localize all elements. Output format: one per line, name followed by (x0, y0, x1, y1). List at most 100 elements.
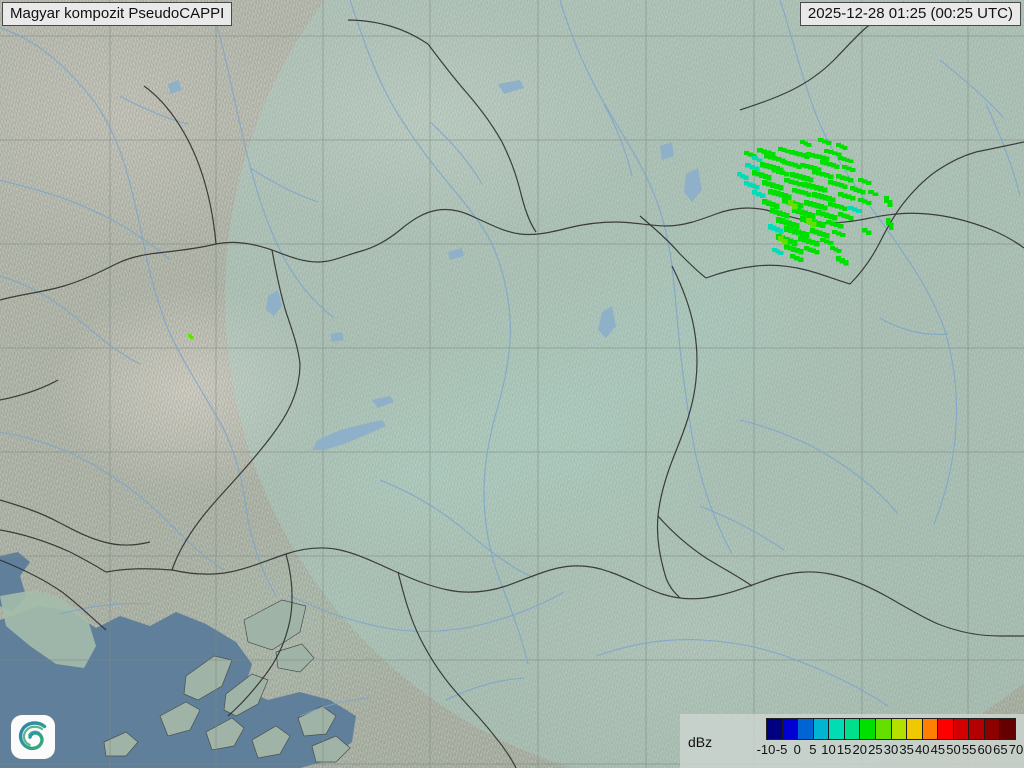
product-title-label: Magyar kompozit PseudoCAPPI (2, 2, 233, 26)
radar-echo-cell (792, 180, 799, 186)
radar-echo-cell (843, 260, 849, 266)
radar-echo-cell (788, 200, 794, 206)
radar-echo-cell (824, 212, 830, 218)
radar-echo-cell (862, 228, 868, 233)
radar-echo-cell (785, 149, 790, 153)
radar-echo-cell (778, 251, 784, 255)
dbz-swatch-11 (938, 719, 954, 739)
radar-echo-cell (756, 191, 762, 197)
radar-echo-cell (756, 158, 763, 162)
radar-echo-cell (820, 231, 826, 238)
radar-echo-cell (747, 152, 753, 157)
radar-echo-cell (802, 182, 808, 188)
radar-echo-cell (820, 172, 826, 177)
radar-echo-cell (768, 224, 773, 230)
radar-echo-cell (834, 164, 840, 169)
radar-echo-cell (866, 230, 872, 236)
radar-echo-cell (846, 194, 852, 200)
radar-echo-cell (794, 247, 800, 254)
radar-echo-cell (757, 148, 763, 153)
radar-echo-cell (806, 152, 812, 157)
radar-echo-cell (858, 178, 864, 182)
dbz-tick-labels: -10 -5 0 5 10 15 20 25 30 35 40 45 50 55 60 65 70 (757, 742, 1024, 762)
radar-echo-cell (862, 179, 868, 184)
radar-echo-cell (803, 210, 809, 217)
radar-echo-cell (771, 190, 777, 196)
radar-echo-cell (810, 213, 816, 219)
radar-echo-cell (828, 213, 834, 220)
radar-echo-cell (775, 191, 781, 197)
radar-echo-cell (772, 168, 778, 173)
radar-echo-cell (824, 149, 830, 153)
radar-echo-cell (845, 214, 850, 220)
dbz-color-bar (766, 718, 1016, 740)
adriatic-islands (103, 599, 351, 763)
radar-echo-cell (836, 152, 842, 157)
radar-echo-cell (771, 165, 777, 171)
radar-echo-cell (766, 200, 772, 206)
dbz-tick-55: 55 (961, 742, 977, 757)
radar-echo-cell (816, 171, 822, 176)
radar-echo-cell (792, 239, 798, 246)
dbz-swatch-3 (813, 719, 830, 739)
radar-echo-cell (830, 197, 836, 203)
dbz-swatch-9 (907, 719, 923, 739)
radar-echo-cell (836, 249, 842, 253)
radar-echo-cell (836, 231, 842, 236)
radar-echo-cell (784, 213, 790, 219)
radar-echo-cell (842, 206, 848, 211)
radar-echo-cell (803, 141, 809, 146)
radar-echo-cell (857, 188, 862, 194)
radar-echo-cell (824, 156, 830, 161)
dbz-swatch-0 (767, 719, 783, 739)
coastal-landmass (0, 590, 96, 668)
radar-echo-cell (772, 156, 778, 161)
radar-echo-cell (800, 230, 806, 237)
radar-echo-cell (800, 153, 806, 158)
radar-echo-cell (832, 230, 838, 234)
radar-echo-cell (814, 241, 820, 247)
radar-echo-cell (799, 190, 805, 195)
radar-echo-cell (807, 201, 813, 207)
radar-echo-cell (780, 170, 786, 176)
radar-echo-cell (833, 247, 839, 252)
radar-echo-cell (807, 247, 813, 252)
radar-echo-cell (823, 195, 829, 201)
radar-echo-cell (737, 172, 742, 177)
radar-echo-cell (775, 249, 781, 254)
radar-echo-cell (831, 203, 837, 208)
radar-echo-cell (788, 227, 794, 234)
radar-echo-cell (872, 192, 879, 196)
radar-echo-cell (813, 229, 819, 235)
radar-echo-cell (806, 183, 812, 189)
radar-echo-cell (826, 196, 832, 202)
radar-echo-cell (802, 237, 808, 243)
radar-echo-cell (862, 199, 868, 204)
radar-echo-cell (771, 225, 777, 231)
radar-echo-cell (810, 239, 816, 246)
radar-echo-cell (779, 192, 785, 198)
radar-echo-cell (848, 206, 854, 210)
radar-echo-cell (813, 153, 819, 159)
dbz-tick--5: -5 (775, 742, 788, 757)
radar-echo-cell (785, 161, 791, 166)
dbz-tick-5: 5 (809, 742, 817, 757)
radar-echo-cell (752, 170, 758, 176)
radar-echo-cell (836, 174, 842, 179)
dbz-tick-25: 25 (868, 742, 883, 757)
radar-echo-cell (774, 183, 780, 190)
radar-echo-cell (772, 248, 777, 252)
radar-echo-cell (835, 204, 841, 209)
radar-echo-cell (817, 230, 823, 236)
radar-echo-cell (806, 211, 812, 218)
radar-echo-cell (806, 192, 812, 197)
radar-echo-cell (886, 218, 891, 226)
radar-echo-cell (787, 220, 793, 227)
radar-echo-cell (778, 236, 784, 242)
lakes (168, 80, 702, 450)
radar-echo-cell (796, 229, 802, 236)
radar-echo-cell (842, 193, 848, 198)
radar-echo-cell (806, 218, 812, 224)
radar-echo-cell (809, 152, 815, 158)
